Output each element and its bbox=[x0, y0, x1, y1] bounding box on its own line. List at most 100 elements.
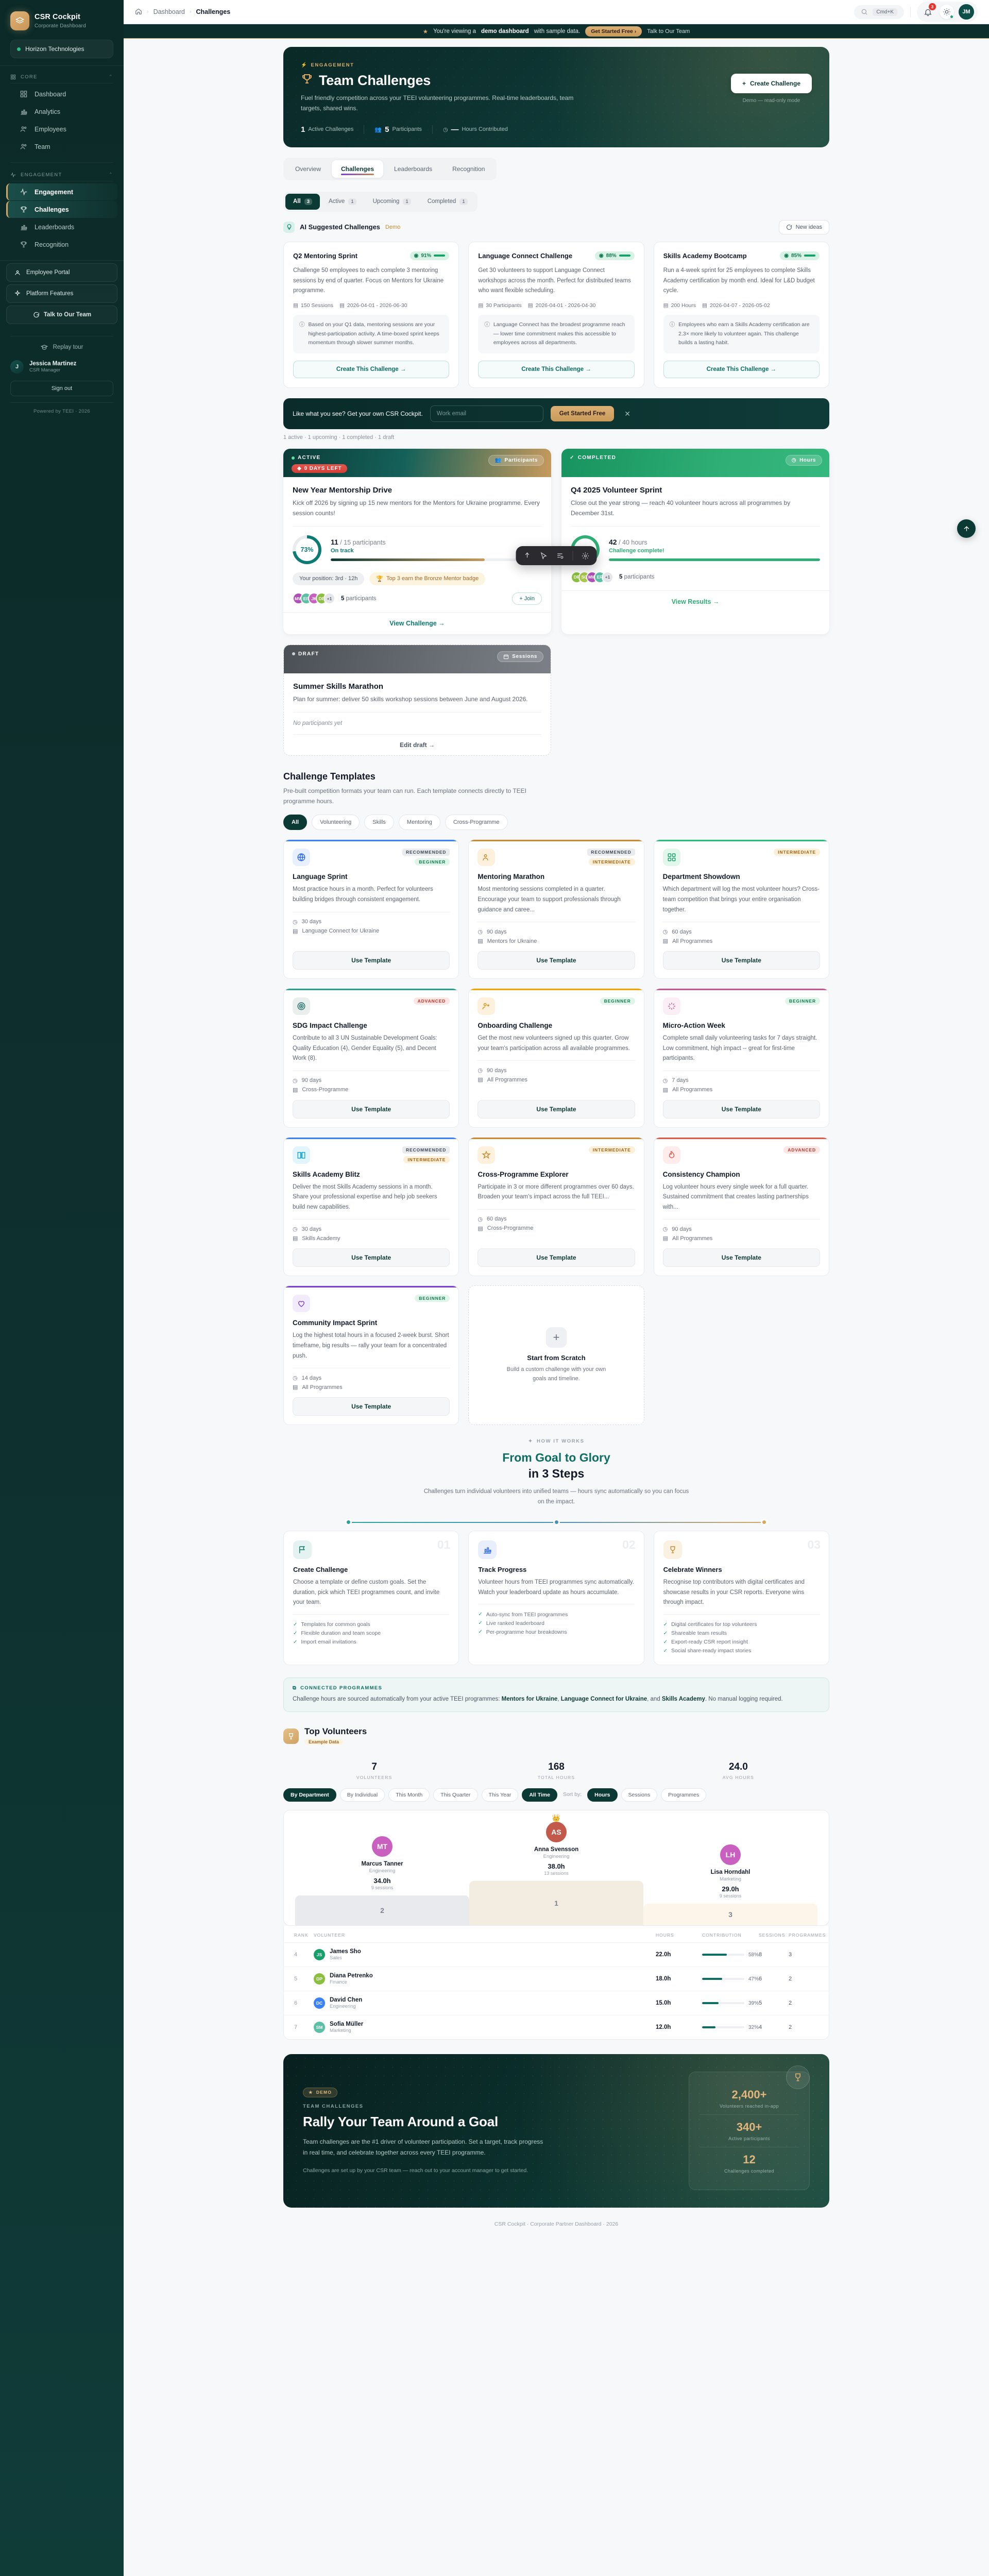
user-profile[interactable]: J Jessica Martinez CSR Manager bbox=[10, 356, 113, 379]
use-template-button[interactable]: Use Template bbox=[478, 1248, 635, 1267]
table-row[interactable]: 6 DC David Chen Engineering 15.0h 39% 5 … bbox=[283, 1991, 829, 2015]
table-row[interactable]: 7 SM Sofia Müller Marketing 12.0h 32% 4 … bbox=[283, 2015, 829, 2040]
volunteer-filter-this-quarter[interactable]: This Quarter bbox=[433, 1788, 478, 1802]
employee-portal-button[interactable]: Employee Portal bbox=[6, 263, 117, 282]
home-icon[interactable] bbox=[135, 8, 142, 16]
ai-suggestion-card[interactable]: Q2 Mentoring Sprint ◉ 91% Challenge 50 e… bbox=[283, 241, 459, 388]
use-template-button[interactable]: Use Template bbox=[478, 1099, 635, 1118]
notifications-button[interactable]: 3 bbox=[920, 3, 936, 19]
start-from-scratch-card[interactable]: + Start from Scratch Build a custom chal… bbox=[468, 1285, 644, 1426]
inspect-tool-icon[interactable] bbox=[556, 552, 565, 560]
sidebar-item-employees[interactable]: Employees bbox=[6, 121, 117, 138]
volunteer-filter-all-time[interactable]: All Time bbox=[522, 1788, 557, 1802]
challenge-footer-link[interactable]: View Results → bbox=[561, 590, 829, 613]
work-email-input[interactable] bbox=[430, 405, 543, 422]
sidebar-item-challenges[interactable]: Challenges bbox=[6, 201, 117, 218]
table-row[interactable]: 4 JS James Sho Sales 22.0h 58% 8 3 bbox=[283, 1942, 829, 1967]
challenge-card[interactable]: ACTIVE ◆ 0 DAYS LEFT 👥 Participants New Y… bbox=[283, 449, 551, 634]
template-card[interactable]: RECOMMENDED BEGINNER Language Sprint Mos… bbox=[283, 839, 459, 979]
tab-challenges[interactable]: Challenges bbox=[332, 160, 384, 178]
capture-submit-button[interactable]: Get Started Free bbox=[550, 406, 615, 422]
create-this-challenge-button[interactable]: Create This Challenge → bbox=[293, 361, 450, 379]
template-chip-skills[interactable]: Skills bbox=[364, 815, 394, 831]
volunteer-filter-this-year[interactable]: This Year bbox=[481, 1788, 519, 1802]
new-ideas-button[interactable]: New ideas bbox=[778, 219, 829, 234]
sidebar-item-engagement[interactable]: Engagement bbox=[6, 183, 117, 200]
template-chip-volunteering[interactable]: Volunteering bbox=[312, 815, 360, 831]
sidebar-item-leaderboards[interactable]: Leaderboards bbox=[6, 218, 117, 235]
org-switcher[interactable]: Horizon Technologies bbox=[10, 40, 113, 58]
platform-features-button[interactable]: Platform Features bbox=[6, 284, 117, 303]
use-template-button[interactable]: Use Template bbox=[293, 1397, 450, 1416]
use-template-button[interactable]: Use Template bbox=[293, 1248, 450, 1267]
gear-icon[interactable] bbox=[582, 552, 590, 560]
create-challenge-button[interactable]: + Create Challenge bbox=[730, 74, 812, 93]
use-template-button[interactable]: Use Template bbox=[662, 951, 820, 970]
volunteer-filter-sessions[interactable]: Sessions bbox=[621, 1788, 658, 1802]
template-chip-all[interactable]: All bbox=[283, 815, 308, 831]
pointer-tool-icon[interactable] bbox=[540, 552, 548, 560]
template-card[interactable]: BEGINNER Community Impact Sprint Log the… bbox=[283, 1285, 459, 1426]
template-card[interactable]: BEGINNER Onboarding Challenge Get the mo… bbox=[468, 988, 644, 1128]
replay-tour-button[interactable]: Replay tour bbox=[10, 338, 113, 356]
tab-leaderboards[interactable]: Leaderboards bbox=[394, 165, 433, 173]
template-card[interactable]: ADVANCED SDG Impact Challenge Contribute… bbox=[283, 988, 459, 1128]
talk-to-team-button[interactable]: Talk to Our Team bbox=[6, 306, 117, 324]
volunteer-filter-programmes[interactable]: Programmes bbox=[661, 1788, 707, 1802]
sidebar-item-analytics[interactable]: Analytics bbox=[6, 103, 117, 120]
talk-to-team-link[interactable]: Talk to Our Team bbox=[647, 28, 690, 35]
table-row[interactable]: 5 DP Diana Petrenko Finance 18.0h 47% 6 … bbox=[283, 1967, 829, 1991]
template-chip-cross-programme[interactable]: Cross-Programme bbox=[445, 815, 508, 831]
ai-suggestion-card[interactable]: Language Connect Challenge ◉ 88% Get 30 … bbox=[468, 241, 644, 388]
close-icon[interactable]: ✕ bbox=[624, 409, 631, 418]
breadcrumb-parent[interactable]: Dashboard bbox=[153, 8, 185, 15]
volunteer-filter-hours[interactable]: Hours bbox=[587, 1788, 618, 1802]
volunteer-filter-by-department[interactable]: By Department bbox=[283, 1788, 336, 1802]
get-started-free-button[interactable]: Get Started Free › bbox=[585, 26, 642, 37]
filter-upcoming[interactable]: Upcoming 1 bbox=[365, 194, 419, 210]
sidebar-item-label: Engagement bbox=[35, 188, 74, 196]
challenge-footer-link[interactable]: View Challenge → bbox=[283, 612, 551, 634]
search-input[interactable]: Cmd+K bbox=[854, 5, 904, 19]
use-template-button[interactable]: Use Template bbox=[293, 1099, 450, 1118]
filter-all[interactable]: All 3 bbox=[285, 193, 320, 210]
sign-out-button[interactable]: Sign out bbox=[10, 381, 113, 396]
podium-place-3[interactable]: LH Lisa Horndahl Marketing 29.0h 9 sessi… bbox=[643, 1844, 817, 1926]
template-card[interactable]: INTERMEDIATE Department Showdown Which d… bbox=[653, 839, 829, 979]
use-template-button[interactable]: Use Template bbox=[662, 1248, 820, 1267]
edit-draft-button[interactable]: Edit draft → bbox=[400, 741, 435, 749]
theme-toggle-button[interactable] bbox=[940, 5, 954, 19]
ai-suggestion-card[interactable]: Skills Academy Bootcamp ◉ 85% Run a 4-we… bbox=[653, 241, 829, 388]
sidebar-group-core[interactable]: CORE ⌃ bbox=[0, 67, 124, 83]
template-card[interactable]: RECOMMENDED INTERMEDIATE Mentoring Marat… bbox=[468, 839, 644, 979]
brand[interactable]: CSR Cockpit Corporate Dashboard bbox=[0, 0, 124, 36]
podium-place-1[interactable]: 👑 AS Anna Svensson Engineering 38.0h 13 … bbox=[469, 1814, 643, 1926]
join-button[interactable]: + Join bbox=[512, 592, 542, 605]
use-template-button[interactable]: Use Template bbox=[478, 951, 635, 970]
scroll-to-top-button[interactable] bbox=[957, 519, 976, 538]
filter-active[interactable]: Active 1 bbox=[321, 194, 364, 210]
sidebar-item-team[interactable]: Team bbox=[6, 138, 117, 155]
create-this-challenge-button[interactable]: Create This Challenge → bbox=[478, 361, 635, 379]
sidebar-group-engagement[interactable]: ENGAGEMENT ⌃ bbox=[0, 165, 124, 181]
template-chip-mentoring[interactable]: Mentoring bbox=[398, 815, 440, 831]
cursor-tool-icon[interactable] bbox=[523, 552, 532, 560]
template-card[interactable]: ADVANCED Consistency Champion Log volunt… bbox=[653, 1137, 829, 1277]
sidebar-item-dashboard[interactable]: Dashboard bbox=[6, 86, 117, 103]
use-template-button[interactable]: Use Template bbox=[293, 951, 450, 970]
use-template-button[interactable]: Use Template bbox=[662, 1099, 820, 1118]
template-card[interactable]: INTERMEDIATE Cross-Programme Explorer Pa… bbox=[468, 1137, 644, 1277]
create-this-challenge-button[interactable]: Create This Challenge → bbox=[663, 361, 820, 379]
sidebar-item-recognition[interactable]: Recognition bbox=[6, 236, 117, 253]
podium-place-2[interactable]: MT Marcus Tanner Engineering 34.0h 9 ses… bbox=[295, 1836, 469, 1926]
volunteer-filter-this-month[interactable]: This Month bbox=[388, 1788, 430, 1802]
avatar[interactable]: JM bbox=[959, 4, 974, 20]
tab-recognition[interactable]: Recognition bbox=[452, 165, 485, 173]
template-card[interactable]: BEGINNER Micro-Action Week Complete smal… bbox=[653, 988, 829, 1128]
filter-completed[interactable]: Completed 1 bbox=[420, 194, 475, 210]
template-card[interactable]: RECOMMENDED INTERMEDIATE Skills Academy … bbox=[283, 1137, 459, 1277]
challenge-card[interactable]: ✓ COMPLETED ◷ Hours Q4 2025 Volunteer Sp… bbox=[561, 449, 829, 634]
volunteer-filter-by-individual[interactable]: By Individual bbox=[339, 1788, 385, 1802]
draft-challenge-card[interactable]: DRAFT Sessions Summer Skills Marathon Pl… bbox=[283, 644, 551, 756]
tab-overview[interactable]: Overview bbox=[295, 165, 321, 173]
